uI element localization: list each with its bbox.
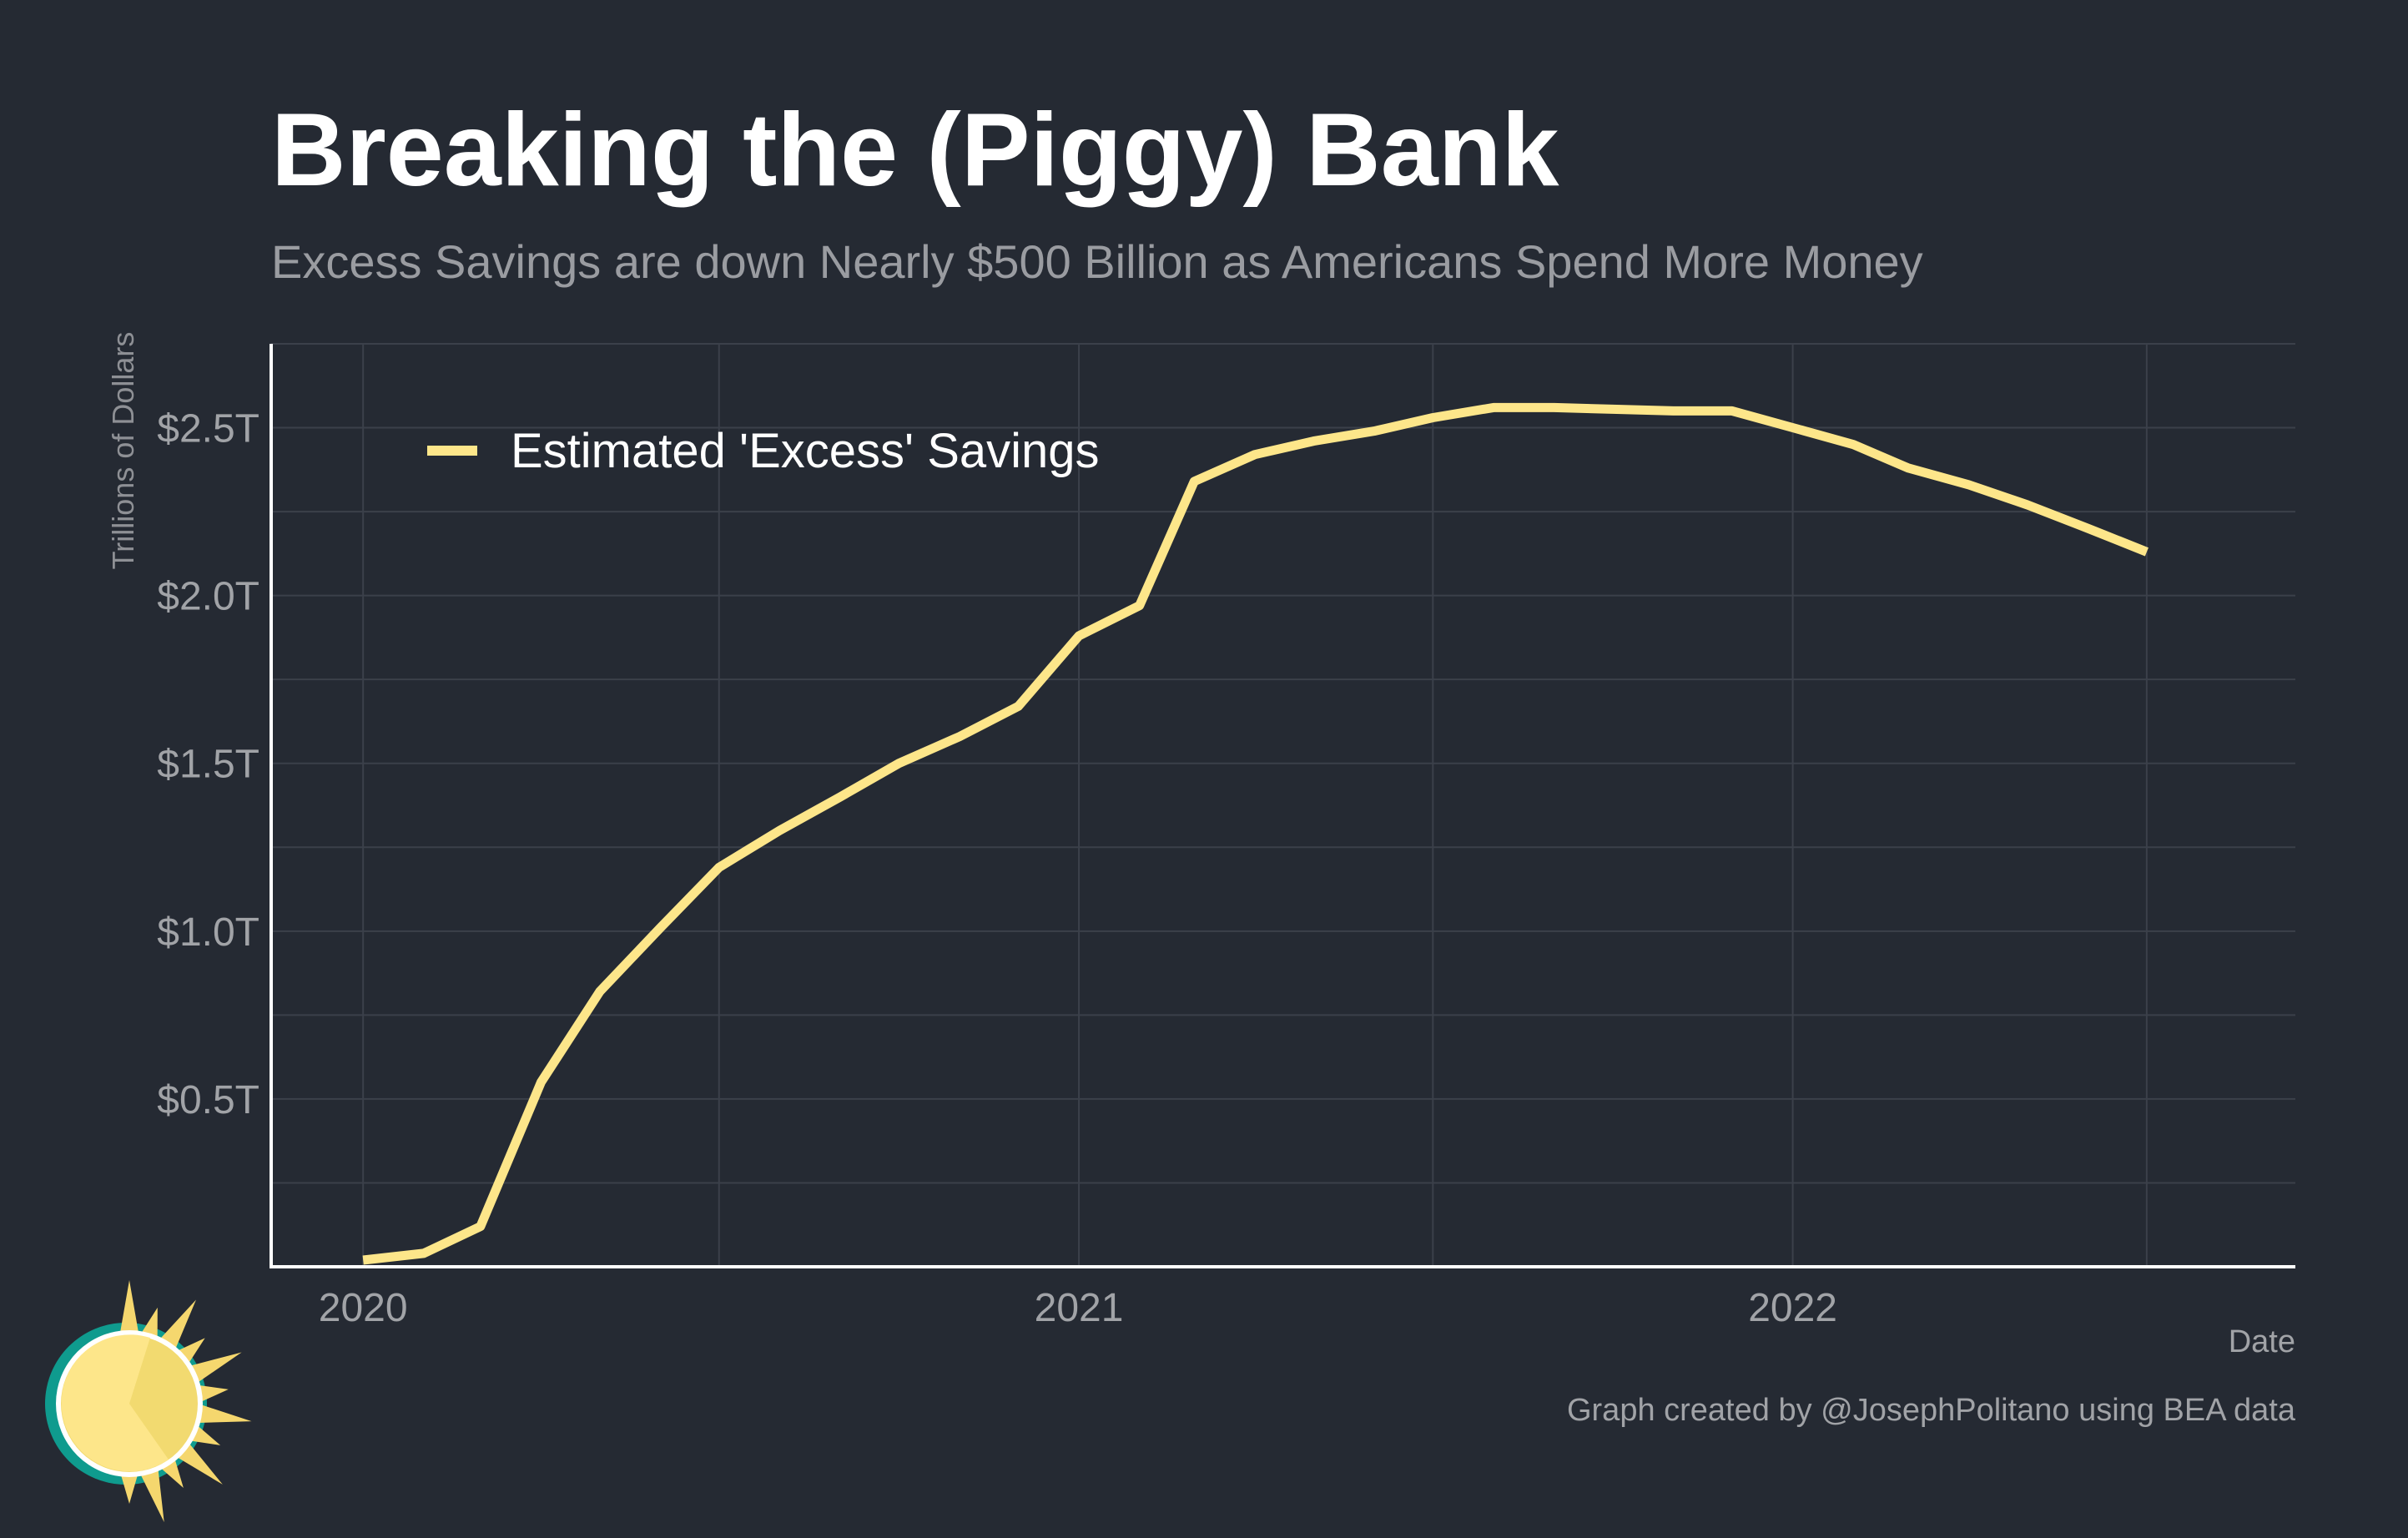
chart-subtitle: Excess Savings are down Nearly $500 Bill…: [271, 235, 1923, 288]
y-tick-label: $1.0T: [157, 910, 259, 955]
y-tick-labels: $0.5T $1.0T $1.5T $2.0T $2.5T: [157, 407, 259, 1122]
sun-logo-icon: [45, 1280, 252, 1523]
logo-ray: [118, 1280, 140, 1339]
x-tick-label: 2020: [319, 1286, 408, 1330]
axes: [270, 344, 2295, 1268]
series-line: [362, 402, 2149, 1265]
y-tick-label: $2.5T: [157, 407, 259, 451]
logo-sun-highlight: [61, 1334, 169, 1472]
chart-title: Breaking the (Piggy) Bank: [271, 93, 1559, 208]
legend-label: Estimated 'Excess' Savings: [511, 424, 1100, 478]
y-tick-label: $1.5T: [157, 743, 259, 787]
legend: Estimated 'Excess' Savings: [427, 424, 1100, 478]
chart-caption: Graph created by @JosephPolitano using B…: [1567, 1393, 2296, 1428]
logo-ray: [191, 1402, 252, 1424]
y-tick-label: $2.0T: [157, 575, 259, 619]
grid-lines: [271, 343, 2295, 1267]
logo-ray: [137, 1462, 164, 1523]
x-tick-label: 2022: [1748, 1286, 1837, 1330]
x-tick-labels: 2020 2021 2022: [319, 1286, 1837, 1330]
x-axis-label: Date: [2229, 1324, 2295, 1359]
y-axis-label: Trillions of Dollars: [106, 332, 140, 570]
series-layer: [362, 402, 2149, 1265]
x-tick-label: 2021: [1035, 1286, 1124, 1330]
y-tick-label: $0.5T: [157, 1078, 259, 1122]
